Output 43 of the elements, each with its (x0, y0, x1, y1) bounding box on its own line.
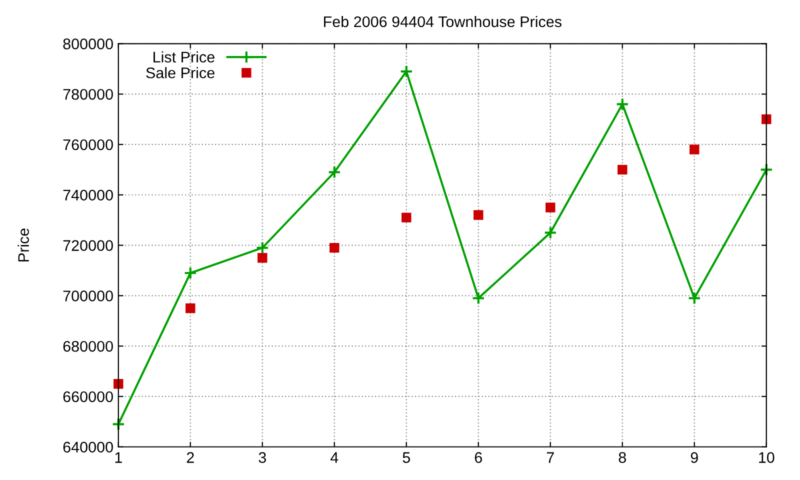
y-tick-label: 740000 (63, 190, 113, 201)
legend-label: Sale Price (146, 67, 214, 78)
point (762, 114, 772, 124)
x-tick-label: 1 (115, 452, 122, 463)
point (472, 292, 485, 305)
x-tick-label: 5 (402, 452, 410, 463)
point (256, 241, 269, 254)
x-tick-label: 6 (474, 452, 482, 463)
y-tick-label: 760000 (63, 139, 113, 150)
point (400, 64, 413, 78)
x-tick-label: 8 (618, 452, 626, 463)
point (330, 242, 340, 253)
y-tick-label: 780000 (63, 88, 113, 100)
x-tick-label: 2 (186, 452, 194, 463)
point (690, 144, 700, 154)
point (114, 379, 124, 389)
y-tick-label: 800000 (63, 38, 113, 50)
x-tick-label: 7 (546, 452, 554, 463)
point (544, 226, 557, 240)
point (184, 266, 197, 280)
point (402, 212, 412, 222)
point (186, 303, 196, 314)
y-tick-label: 700000 (63, 290, 113, 302)
point (688, 292, 701, 305)
point (258, 253, 268, 263)
y-axis-title: Price (18, 228, 29, 262)
y-tick-label: 680000 (63, 340, 113, 352)
x-tick-label: 4 (330, 452, 338, 463)
point (546, 202, 556, 212)
point (112, 418, 125, 431)
point (616, 98, 629, 111)
x-tick-label: 10 (759, 452, 774, 463)
chart-title: Feb 2006 94404 Townhouse Prices (324, 16, 562, 28)
y-tick-label: 660000 (63, 391, 113, 402)
point (474, 210, 484, 220)
x-tick-label: 3 (258, 452, 266, 463)
legend-label: List Price (154, 51, 214, 63)
y-tick-label: 640000 (63, 442, 113, 453)
x-tick-label: 9 (690, 452, 698, 463)
point (760, 163, 773, 176)
point (328, 166, 341, 179)
y-tick-label: 720000 (63, 240, 113, 251)
point (618, 164, 628, 175)
